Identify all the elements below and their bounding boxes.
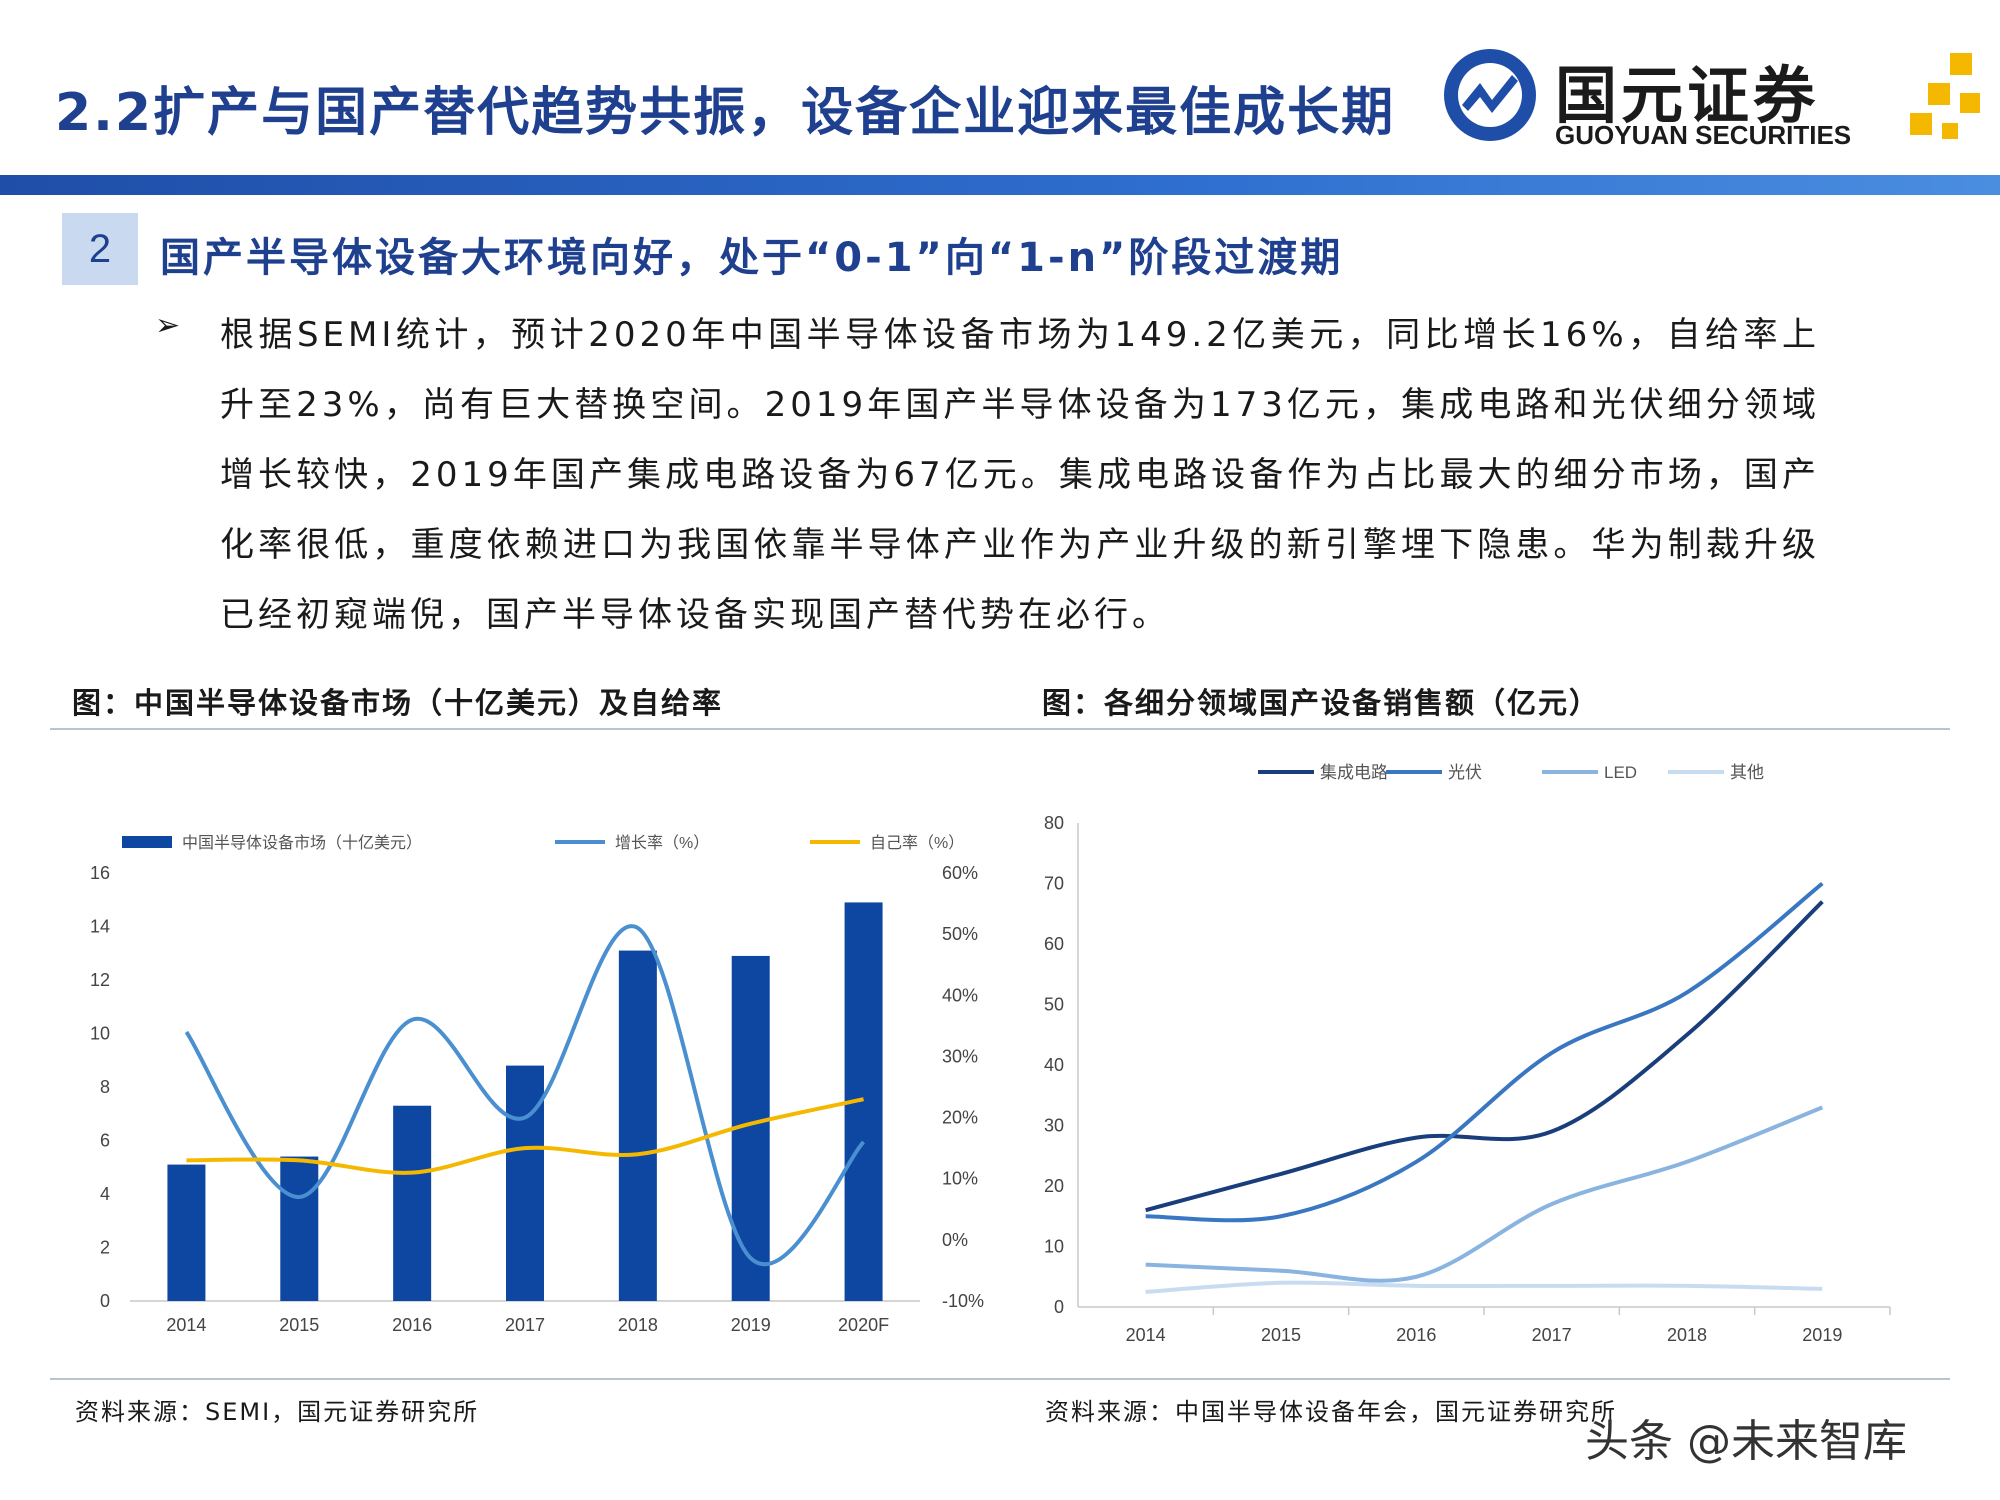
y2-tick-label: 50% <box>942 924 978 944</box>
legend-label: 增长率（%） <box>615 834 709 852</box>
x-tick-label: 2015 <box>1261 1325 1301 1345</box>
right-figure-title: 图：各细分领域国产设备销售额（亿元） <box>1042 686 1601 720</box>
x-tick-label: 2018 <box>1667 1325 1707 1345</box>
bar <box>618 950 657 1301</box>
y-tick-label: 2 <box>100 1238 110 1258</box>
company-logo: 国元证券 GUOYUAN SECURITIES <box>1440 45 1980 155</box>
legend-label: 中国半导体设备市场（十亿美元） <box>182 834 422 852</box>
y-tick-label: 20 <box>1044 1176 1064 1196</box>
y-tick-label: 10 <box>1044 1237 1064 1257</box>
header: 2.2扩产与国产替代趋势共振，设备企业迎来最佳成长期 国元证券 GUOYUAN … <box>0 0 2000 195</box>
section-title: 国产半导体设备大环境向好，处于“0-1”向“1-n”阶段过渡期 <box>160 235 1344 281</box>
y-tick-label: 4 <box>100 1184 110 1204</box>
left-source-note: 资料来源：SEMI，国元证券研究所 <box>75 1398 480 1426</box>
section-heading: 2 国产半导体设备大环境向好，处于“0-1”向“1-n”阶段过渡期 <box>62 213 1942 285</box>
figure-top-divider <box>50 728 1950 730</box>
arrow-bullet-icon: ➢ <box>155 308 181 343</box>
logo-squares-icon <box>1910 53 1980 139</box>
y-tick-label: 0 <box>1054 1297 1064 1317</box>
y-tick-label: 6 <box>100 1131 110 1151</box>
bullet-text: 根据SEMI统计，预计2020年中国半导体设备市场为149.2亿美元，同比增长1… <box>220 315 1820 635</box>
series-line <box>1145 1105 1824 1283</box>
y2-tick-label: 0% <box>942 1230 968 1250</box>
page-title: 2.2扩产与国产替代趋势共振，设备企业迎来最佳成长期 <box>55 83 1396 143</box>
y2-tick-label: -10% <box>942 1291 984 1311</box>
figure-bottom-divider <box>50 1378 1950 1380</box>
series-line <box>1145 881 1824 1223</box>
y-tick-label: 50 <box>1044 995 1064 1015</box>
series-line <box>1145 1280 1823 1294</box>
y-tick-label: 16 <box>90 863 110 883</box>
y-tick-label: 70 <box>1044 874 1064 894</box>
legend-label: 自己率（%） <box>870 834 964 852</box>
series-line <box>1145 900 1824 1213</box>
x-tick-label: 2020F <box>838 1315 889 1335</box>
bar <box>393 1105 432 1301</box>
y2-tick-label: 60% <box>942 863 978 883</box>
left-chart: 0 2 4 6 8 10 12 14 16 -10% 0% 10% 20% 30% 40% 50% 60% 201… <box>50 735 1030 1375</box>
x-tick-label: 2014 <box>1126 1325 1166 1345</box>
y-tick-label: 0 <box>100 1291 110 1311</box>
x-tick-label: 2017 <box>505 1315 545 1335</box>
logo-english-name: GUOYUAN SECURITIES <box>1555 120 1852 150</box>
legend-label: 集成电路 <box>1320 763 1388 782</box>
y-tick-label: 80 <box>1044 813 1064 833</box>
bar <box>280 1156 319 1301</box>
watermark: 头条 @未来智库 <box>1585 1416 1907 1467</box>
y-tick-label: 10 <box>90 1024 110 1044</box>
series-line <box>186 1097 864 1175</box>
x-tick-label: 2016 <box>392 1315 432 1335</box>
y2-tick-label: 10% <box>942 1169 978 1189</box>
y2-tick-label: 30% <box>942 1046 978 1066</box>
x-tick-label: 2016 <box>1396 1325 1436 1345</box>
series-line <box>184 924 866 1267</box>
y-tick-label: 30 <box>1044 1116 1064 1136</box>
legend-label: 光伏 <box>1448 763 1482 782</box>
x-tick-label: 2019 <box>731 1315 771 1335</box>
x-tick-label: 2014 <box>166 1315 206 1335</box>
legend-swatch <box>122 836 172 848</box>
y-tick-label: 8 <box>100 1077 110 1097</box>
x-tick-label: 2019 <box>1802 1325 1842 1345</box>
x-tick-label: 2017 <box>1532 1325 1572 1345</box>
y-tick-label: 14 <box>90 917 110 937</box>
y-tick-label: 12 <box>90 970 110 990</box>
market-chart-svg: 0 2 4 6 8 10 12 14 16 -10% 0% 10% 20% 30% 40% 50% 60% 201… <box>90 834 984 1335</box>
x-tick-label: 2015 <box>279 1315 319 1335</box>
legend-label: LED <box>1604 763 1637 782</box>
logo-chinese-name: 国元证券 <box>1555 59 1820 132</box>
header-divider <box>0 175 2000 195</box>
legend-label: 其他 <box>1730 763 1764 782</box>
right-chart: 0 10 20 30 40 50 60 70 80 2014 2015 2016 2017 2018 201… <box>1030 735 1950 1375</box>
section-number: 2 <box>62 213 138 285</box>
y2-tick-label: 20% <box>942 1108 978 1128</box>
logo-mark-icon <box>1444 49 1536 141</box>
segment-chart-svg: 0 10 20 30 40 50 60 70 80 2014 2015 2016 2017 2018 201… <box>1044 763 1891 1345</box>
y-tick-label: 40 <box>1044 1055 1064 1075</box>
y-tick-label: 60 <box>1044 934 1064 954</box>
x-tick-label: 2018 <box>618 1315 658 1335</box>
bar <box>167 1164 206 1301</box>
right-source-note: 资料来源：中国半导体设备年会，国元证券研究所 <box>1045 1398 1617 1426</box>
bar <box>506 1065 544 1301</box>
left-figure-title: 图：中国半导体设备市场（十亿美元）及自给率 <box>72 686 724 720</box>
y2-tick-label: 40% <box>942 985 978 1005</box>
